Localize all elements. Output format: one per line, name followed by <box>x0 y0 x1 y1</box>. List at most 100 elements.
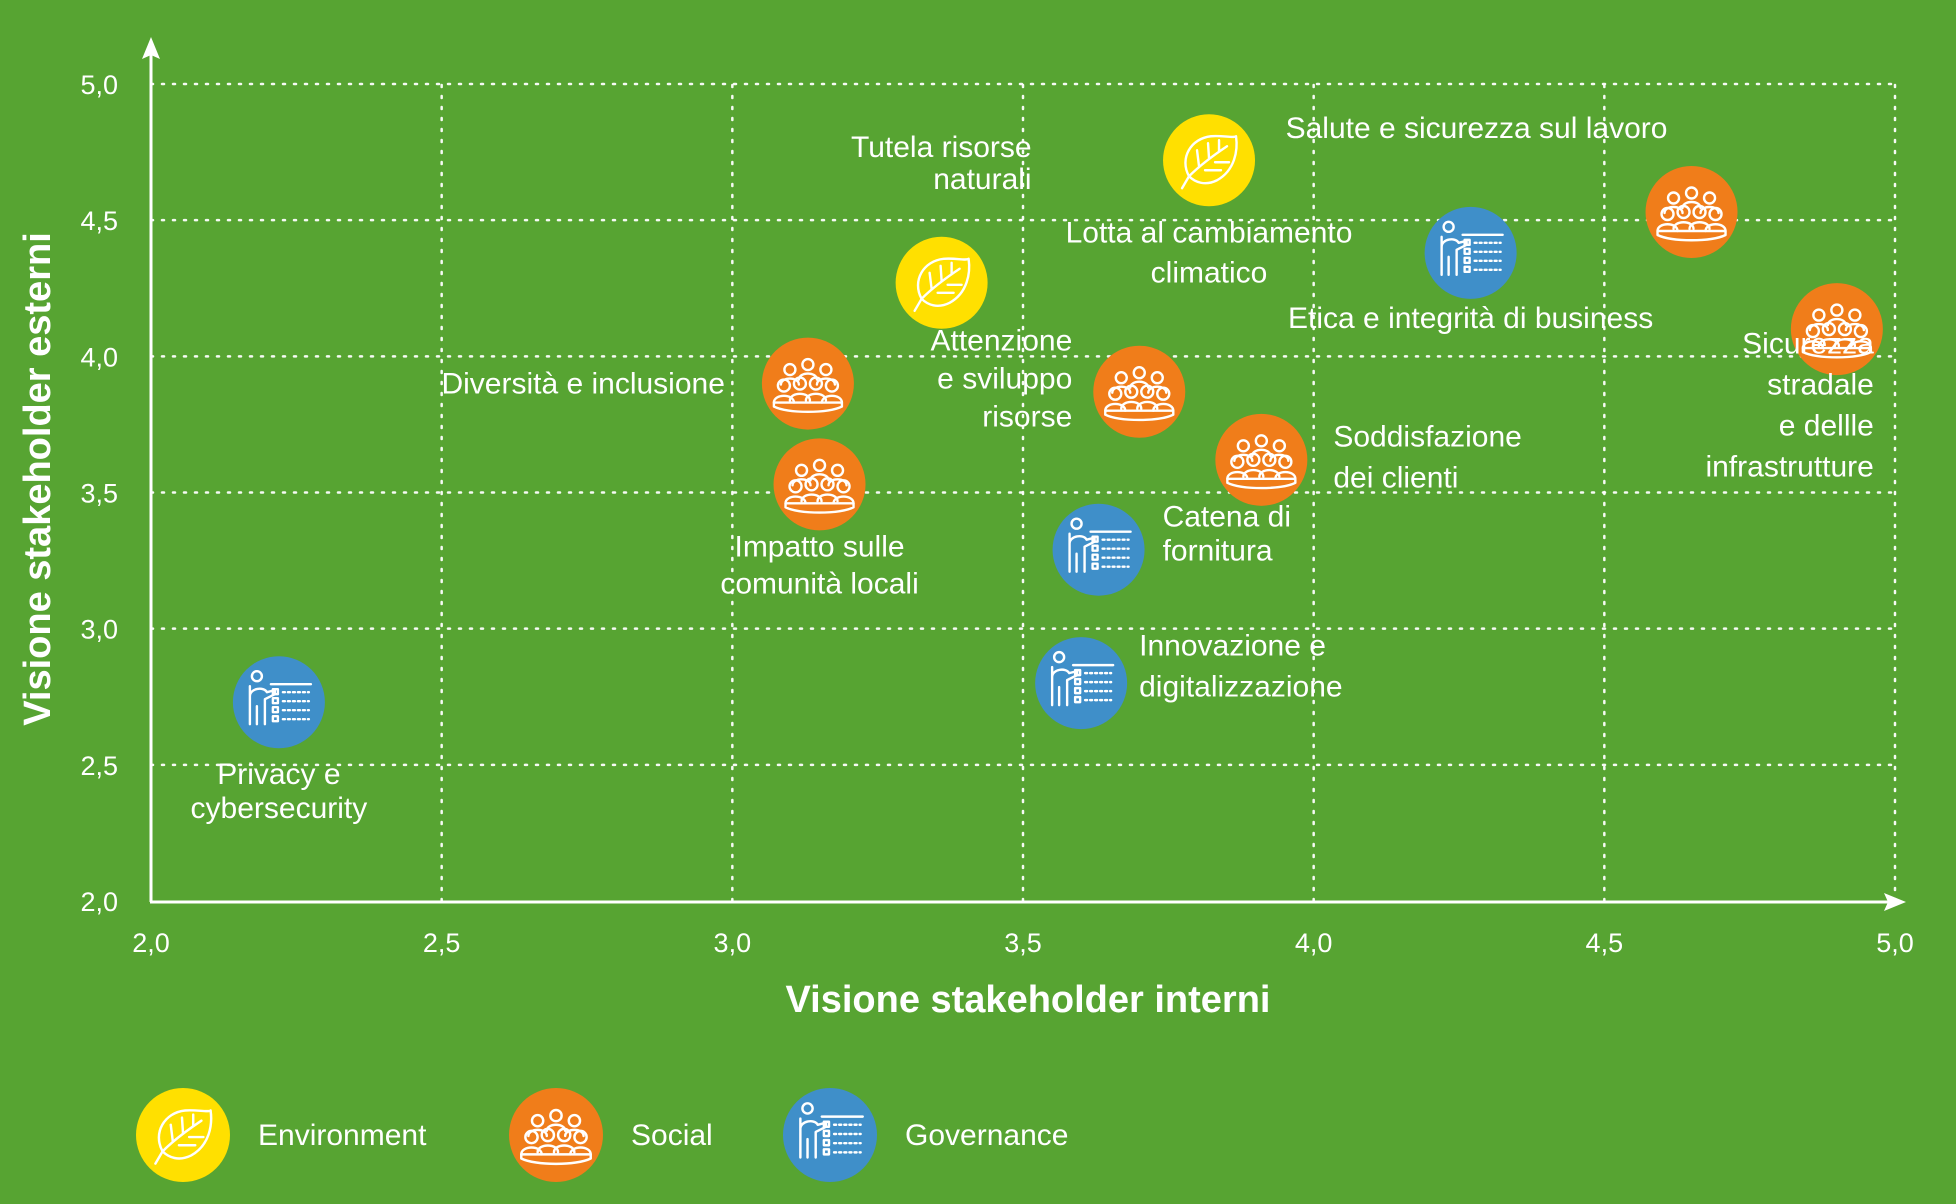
people-group-icon <box>772 357 844 413</box>
leaf-icon <box>913 257 971 313</box>
data-point: Catena di fornitura <box>1052 501 1291 596</box>
legend-label: Governance <box>905 1119 1068 1152</box>
presenter-board-icon <box>248 669 313 726</box>
x-axis-arrow <box>1884 893 1906 911</box>
point-label: Attenzione e sviluppo risorse <box>930 325 1072 434</box>
data-point: Impatto sulle comunità locali <box>720 438 919 600</box>
point-label-line: climatico <box>1151 256 1268 289</box>
point-label: Tutela risorse naturali <box>851 131 1032 196</box>
presenter-board-icon <box>799 1102 864 1159</box>
point-label-line: Salute e sicurezza sul lavoro <box>1286 112 1668 145</box>
legend-label: Environment <box>258 1119 427 1152</box>
point-marker <box>773 438 866 531</box>
leaf-icon <box>154 1109 213 1165</box>
y-tick-label: 5,0 <box>80 70 118 100</box>
x-tick-label: 4,0 <box>1295 928 1333 958</box>
data-point: Tutela risorse naturali <box>851 131 1032 329</box>
point-marker <box>761 337 854 430</box>
y-tick-label: 2,0 <box>80 887 118 917</box>
point-label-line: stradale <box>1767 369 1874 402</box>
point-label: Innovazione e digitalizzazione <box>1139 630 1342 704</box>
point-marker <box>1645 165 1738 258</box>
people-group-icon <box>1104 366 1175 422</box>
x-tick-label: 2,5 <box>423 928 461 958</box>
point-label-line: Sicurezza <box>1742 328 1874 361</box>
point-label: Privacy e cybersecurity <box>191 758 368 825</box>
legend-item-social: Social <box>509 1088 713 1182</box>
point-label-line: naturali <box>933 163 1031 196</box>
point-label-line: Privacy e <box>217 758 340 791</box>
point-label: Sicurezza stradale e dellle infrastrutture <box>1705 328 1874 484</box>
point-label-line: digitalizzazione <box>1139 671 1342 704</box>
point-label: Catena di fornitura <box>1163 501 1291 568</box>
point-label-line: Impatto sulle <box>734 530 904 563</box>
point-label-line: comunità locali <box>720 567 918 600</box>
presenter-board-icon <box>1440 220 1504 277</box>
point-label: Impatto sulle comunità locali <box>720 530 918 600</box>
grid-lines <box>149 82 1897 903</box>
point-label-line: infrastrutture <box>1705 451 1873 484</box>
point-label-line: e dellle <box>1779 410 1874 443</box>
y-axis-title: Visione stakeholder esterni <box>17 232 59 726</box>
x-tick-labels: 2,0 2,5 3,0 3,5 4,0 4,5 5,0 <box>132 928 1914 958</box>
x-axis-title: Visione stakeholder interni <box>785 979 1270 1021</box>
axes <box>142 37 1906 911</box>
data-point: Soddisfazione dei clienti <box>1215 413 1522 506</box>
y-axis-arrow <box>142 37 160 59</box>
point-label-line: Innovazione e <box>1139 630 1326 663</box>
data-point: Attenzione e sviluppo risorse <box>930 325 1186 438</box>
point-label-line: Tutela risorse <box>851 131 1032 164</box>
point-marker <box>1093 345 1186 438</box>
legend: Environment Social Governance <box>136 1088 1068 1182</box>
people-group-icon <box>784 458 855 514</box>
legend-item-governance: Governance <box>783 1088 1068 1182</box>
y-tick-label: 3,0 <box>80 615 118 645</box>
point-label-line: fornitura <box>1163 535 1273 568</box>
people-group-icon <box>1801 303 1873 359</box>
point-label-line: risorse <box>982 401 1072 434</box>
point-label: Salute e sicurezza sul lavoro <box>1286 112 1668 145</box>
point-label: Lotta al cambiamento climatico <box>1066 216 1353 289</box>
point-label-line: Lotta al cambiamento <box>1066 216 1353 249</box>
legend-marker <box>509 1088 603 1182</box>
data-point: Innovazione e digitalizzazione <box>1035 630 1343 730</box>
people-group-icon <box>520 1108 592 1166</box>
x-tick-label: 2,0 <box>132 928 170 958</box>
people-group-icon <box>1656 186 1727 242</box>
point-label-line: Soddisfazione <box>1333 420 1521 453</box>
x-tick-label: 4,5 <box>1586 928 1624 958</box>
data-point: Lotta al cambiamento climatico <box>1066 114 1353 289</box>
y-tick-labels: 2,0 2,5 3,0 3,5 4,0 4,5 5,0 <box>80 70 118 917</box>
x-tick-label: 5,0 <box>1876 928 1914 958</box>
y-tick-label: 2,5 <box>80 751 118 781</box>
x-tick-label: 3,0 <box>714 928 752 958</box>
data-point: Etica e integrità di business <box>1288 206 1653 335</box>
point-label-line: Attenzione <box>930 325 1072 358</box>
y-tick-label: 4,0 <box>80 342 118 372</box>
point-label-line: cybersecurity <box>191 792 368 825</box>
data-point: Sicurezza stradale e dellle infrastrutture <box>1705 283 1883 484</box>
point-label: Etica e integrità di business <box>1288 302 1653 335</box>
leaf-icon <box>1180 134 1238 190</box>
data-point: Privacy e cybersecurity <box>191 656 368 825</box>
point-label-line: Catena di <box>1163 501 1291 534</box>
point-label-line: dei clienti <box>1333 461 1458 494</box>
point-marker <box>1215 413 1308 506</box>
point-label: Soddisfazione dei clienti <box>1333 420 1521 494</box>
x-tick-label: 3,5 <box>1004 928 1042 958</box>
point-label: Diversità e inclusione <box>441 368 724 401</box>
point-label-line: e sviluppo <box>937 363 1072 396</box>
people-group-icon <box>1226 434 1297 490</box>
point-marker <box>1790 283 1883 376</box>
legend-label: Social <box>631 1119 713 1152</box>
y-tick-label: 3,5 <box>80 479 118 509</box>
presenter-board-icon <box>1068 517 1132 573</box>
point-label-line: Diversità e inclusione <box>441 368 724 401</box>
data-point: Salute e sicurezza sul lavoro <box>1286 112 1738 258</box>
point-label-line: Etica e integrità di business <box>1288 302 1653 335</box>
data-point: Diversità e inclusione <box>441 337 854 430</box>
presenter-board-icon <box>1050 650 1115 707</box>
data-points: Tutela risorse naturali Lotta al cambiamen… <box>191 112 1883 825</box>
y-tick-label: 4,5 <box>80 206 118 236</box>
